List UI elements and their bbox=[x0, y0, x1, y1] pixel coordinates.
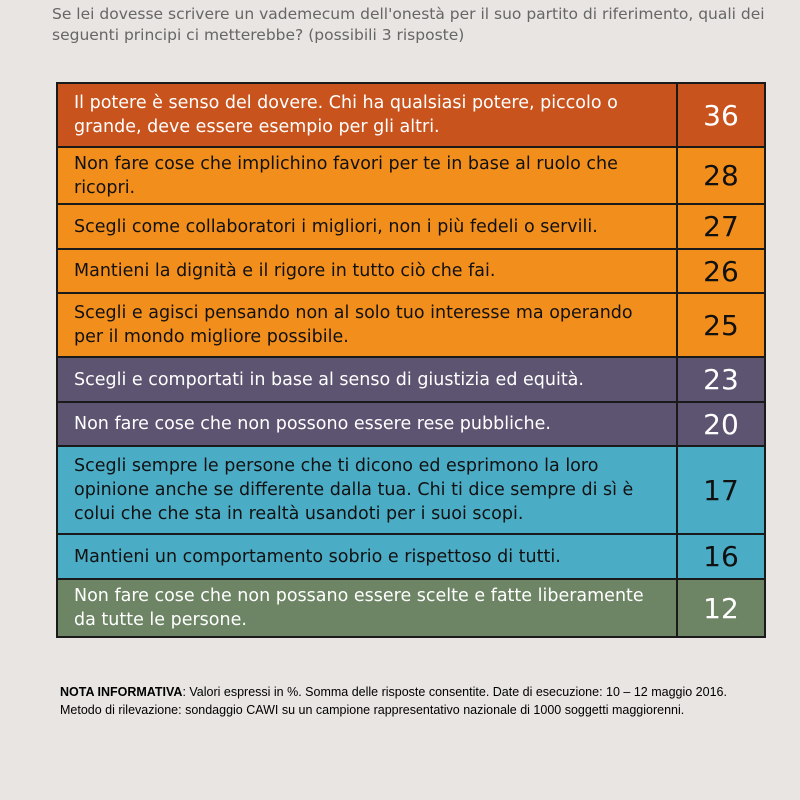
note-label: NOTA INFORMATIVA bbox=[60, 685, 183, 699]
survey-question: Se lei dovesse scrivere un vademecum del… bbox=[52, 5, 765, 44]
table-row: Il potere è senso del dovere. Chi ha qua… bbox=[56, 82, 766, 148]
principle-label: Scegli e comportati in base al senso di … bbox=[56, 356, 678, 403]
table-row: Scegli e agisci pensando non al solo tuo… bbox=[56, 292, 766, 358]
percentage-value: 20 bbox=[676, 401, 766, 447]
principle-label: Scegli come collaboratori i migliori, no… bbox=[56, 203, 678, 250]
note-text: : Valori espressi in %. Somma delle risp… bbox=[60, 685, 727, 717]
table-row: Non fare cose che non possano essere sce… bbox=[56, 578, 766, 638]
percentage-value: 28 bbox=[676, 146, 766, 205]
percentage-value: 36 bbox=[676, 82, 766, 148]
principle-label: Scegli sempre le persone che ti dicono e… bbox=[56, 445, 678, 535]
principle-label: Mantieni un comportamento sobrio e rispe… bbox=[56, 533, 678, 580]
table-row: Scegli sempre le persone che ti dicono e… bbox=[56, 445, 766, 535]
principle-label: Mantieni la dignità e il rigore in tutto… bbox=[56, 248, 678, 294]
table-row: Mantieni la dignità e il rigore in tutto… bbox=[56, 248, 766, 294]
table-row: Non fare cose che implichino favori per … bbox=[56, 146, 766, 205]
table-row: Non fare cose che non possono essere res… bbox=[56, 401, 766, 447]
percentage-value: 16 bbox=[676, 533, 766, 580]
methodology-note: NOTA INFORMATIVA: Valori espressi in %. … bbox=[60, 683, 740, 719]
percentage-value: 25 bbox=[676, 292, 766, 358]
principle-label: Non fare cose che non possono essere res… bbox=[56, 401, 678, 447]
percentage-value: 17 bbox=[676, 445, 766, 535]
percentage-value: 27 bbox=[676, 203, 766, 250]
percentage-value: 26 bbox=[676, 248, 766, 294]
table-row: Mantieni un comportamento sobrio e rispe… bbox=[56, 533, 766, 580]
table-row: Scegli e comportati in base al senso di … bbox=[56, 356, 766, 403]
principle-label: Scegli e agisci pensando non al solo tuo… bbox=[56, 292, 678, 358]
results-table: Il potere è senso del dovere. Chi ha qua… bbox=[56, 82, 766, 638]
table-row: Scegli come collaboratori i migliori, no… bbox=[56, 203, 766, 250]
principle-label: Non fare cose che non possano essere sce… bbox=[56, 578, 678, 638]
principle-label: Il potere è senso del dovere. Chi ha qua… bbox=[56, 82, 678, 148]
results-table-body: Il potere è senso del dovere. Chi ha qua… bbox=[56, 82, 766, 638]
percentage-value: 23 bbox=[676, 356, 766, 403]
principle-label: Non fare cose che implichino favori per … bbox=[56, 146, 678, 205]
percentage-value: 12 bbox=[676, 578, 766, 638]
